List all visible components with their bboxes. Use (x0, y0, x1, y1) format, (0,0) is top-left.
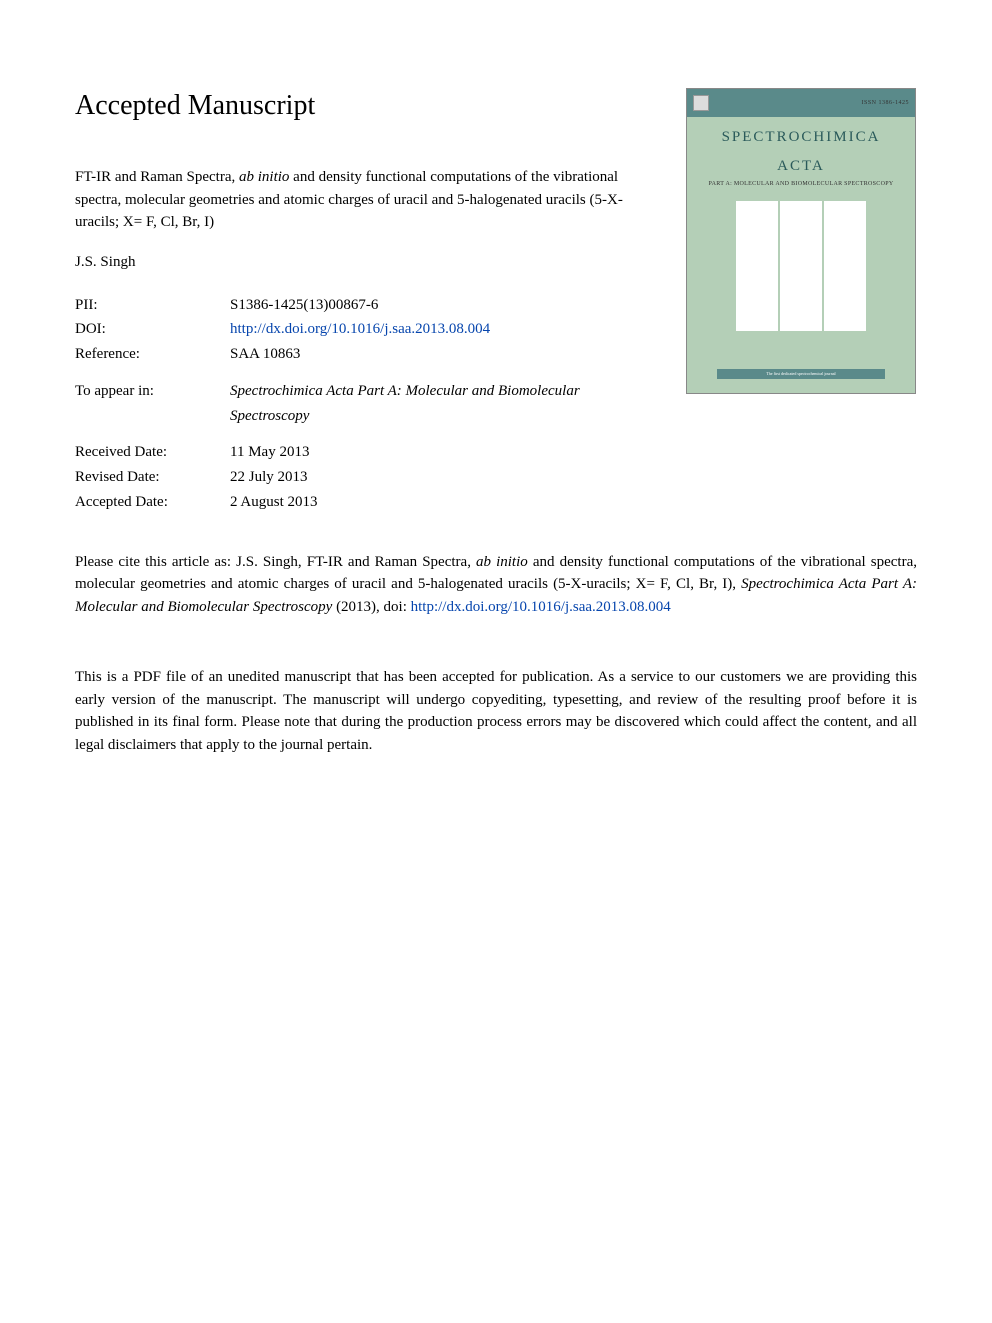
cover-header: ISSN 1386-1425 (687, 89, 915, 117)
cover-issn: ISSN 1386-1425 (861, 100, 909, 106)
cover-footer: The first dedicated spectrochemical jour… (717, 369, 885, 379)
cover-subtitle: PART A: MOLECULAR AND BIOMOLECULAR SPECT… (687, 181, 915, 187)
meta-pii: PII: S1386-1425(13)00867-6 (75, 293, 630, 318)
received-value: 11 May 2013 (230, 440, 630, 465)
meta-reference: Reference: SAA 10863 (75, 342, 630, 367)
cover-bar (736, 201, 778, 331)
doi-label: DOI: (75, 317, 230, 342)
meta-doi: DOI: http://dx.doi.org/10.1016/j.saa.201… (75, 317, 630, 342)
citation-post: (2013), doi: (332, 599, 410, 615)
accepted-value: 2 August 2013 (230, 490, 630, 515)
title-italic: ab initio (239, 169, 289, 185)
doi-link[interactable]: http://dx.doi.org/10.1016/j.saa.2013.08.… (230, 317, 630, 342)
metadata-column: FT-IR and Raman Spectra, ab initio and d… (75, 166, 630, 515)
cover-title-line1: SPECTROCHIMICA (687, 129, 915, 146)
reference-label: Reference: (75, 342, 230, 367)
citation-italic1: ab initio (476, 554, 528, 570)
citation-text: Please cite this article as: J.S. Singh,… (75, 551, 917, 619)
citation-pre: Please cite this article as: J.S. Singh,… (75, 554, 476, 570)
accepted-label: Accepted Date: (75, 490, 230, 515)
article-title: FT-IR and Raman Spectra, ab initio and d… (75, 166, 630, 234)
meta-revised: Revised Date: 22 July 2013 (75, 465, 630, 490)
journal-cover: ISSN 1386-1425 SPECTROCHIMICA ACTA PART … (686, 88, 916, 394)
pii-label: PII: (75, 293, 230, 318)
received-label: Received Date: (75, 440, 230, 465)
elsevier-logo-icon (693, 95, 709, 111)
appear-value: Spectrochimica Acta Part A: Molecular an… (230, 379, 630, 429)
disclaimer-text: This is a PDF file of an unedited manusc… (75, 666, 917, 756)
revised-label: Revised Date: (75, 465, 230, 490)
meta-received: Received Date: 11 May 2013 (75, 440, 630, 465)
cover-bars (687, 201, 915, 331)
cover-title-line2: ACTA (687, 158, 915, 175)
pii-value: S1386-1425(13)00867-6 (230, 293, 630, 318)
title-pre: FT-IR and Raman Spectra, (75, 169, 239, 185)
meta-appear: To appear in: Spectrochimica Acta Part A… (75, 379, 630, 429)
citation-doi-link[interactable]: http://dx.doi.org/10.1016/j.saa.2013.08.… (411, 599, 671, 615)
cover-bar (824, 201, 866, 331)
appear-label: To appear in: (75, 379, 230, 429)
reference-value: SAA 10863 (230, 342, 630, 367)
authors: J.S. Singh (75, 254, 630, 271)
revised-value: 22 July 2013 (230, 465, 630, 490)
meta-accepted: Accepted Date: 2 August 2013 (75, 490, 630, 515)
cover-bar (780, 201, 822, 331)
